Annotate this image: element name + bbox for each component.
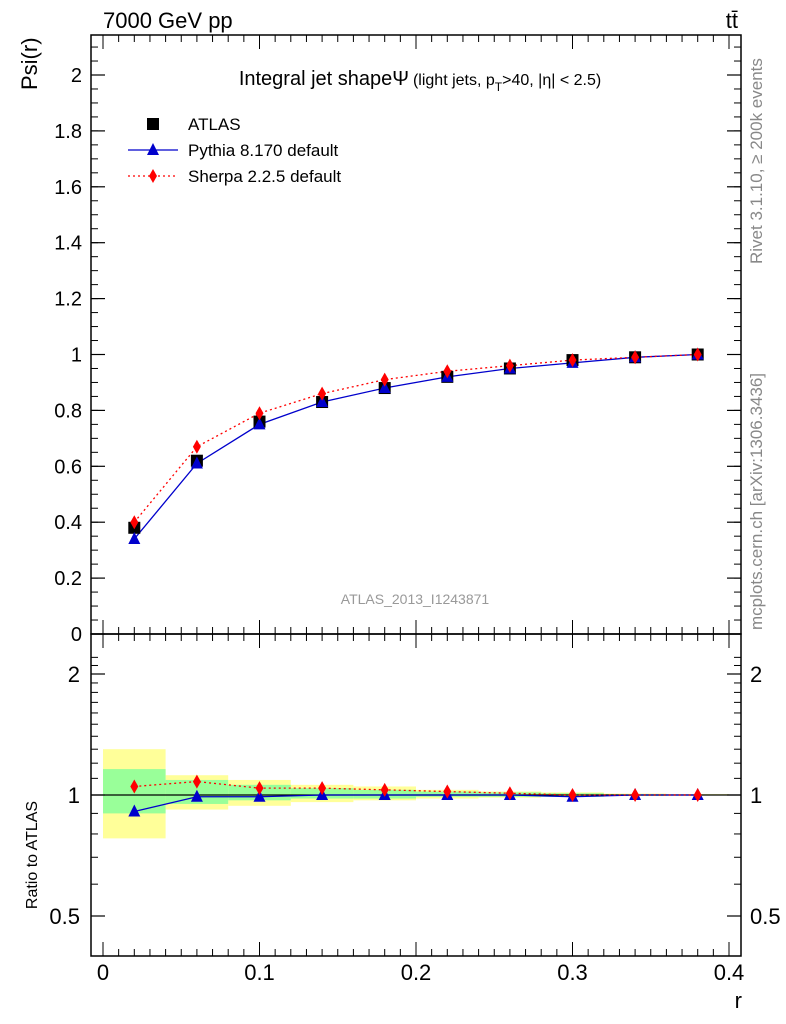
y-tick-label: 0.6 bbox=[54, 456, 82, 478]
ratio-point-triangle bbox=[190, 789, 203, 802]
ratio-line-diamond bbox=[134, 780, 698, 796]
data-point-triangle bbox=[128, 531, 141, 544]
series-line-diamond bbox=[133, 353, 698, 523]
title-symbol: Ψ bbox=[392, 68, 409, 90]
ratio-y-tick-label: 0.5 bbox=[49, 904, 80, 929]
data-point-diamond bbox=[380, 372, 389, 387]
x-tick-label: 0.4 bbox=[714, 960, 745, 985]
main-plot-panel: 0 0.2 0.4 0.6 0.8 1 1.2 1.4 1.6 1.8 2 Integral jet… bbox=[17, 34, 742, 646]
ratio-point-diamond bbox=[318, 781, 327, 796]
ratio-point-diamond bbox=[631, 788, 640, 802]
main-plot-title: Integral jet shapeΨ (light jets, pT>40, |… bbox=[239, 68, 601, 94]
title-sub: T bbox=[495, 80, 503, 94]
title-tail: >40, |η| < 2.5) bbox=[502, 72, 601, 89]
title-main: Integral jet shape bbox=[239, 68, 392, 90]
ratio-point-diamond bbox=[693, 788, 702, 802]
ratio-point-diamond bbox=[130, 779, 139, 794]
legend-marker-diamond bbox=[149, 169, 157, 183]
ratio-y-tick-label: 2 bbox=[68, 662, 80, 687]
rivet-label: Rivet 3.1.10, ≥ 200k events bbox=[747, 58, 766, 264]
y-axis-label: Psi(r) bbox=[17, 37, 42, 90]
data-point-triangle bbox=[378, 381, 391, 394]
watermark: ATLAS_2013_I1243871 bbox=[341, 591, 490, 607]
ratio-y-axis-label: Ratio to ATLAS bbox=[24, 801, 41, 909]
y-tick-label: 1.6 bbox=[54, 177, 82, 199]
x-tick-label: 0.1 bbox=[244, 960, 275, 985]
data-point-diamond bbox=[693, 347, 702, 362]
ratio-point-triangle bbox=[128, 804, 141, 817]
y-tick-label: 1.2 bbox=[54, 289, 82, 311]
data-point-diamond bbox=[505, 358, 514, 373]
y-tick-label: 2 bbox=[71, 65, 82, 87]
process-label: tt̄ bbox=[726, 8, 738, 33]
legend: ATLAS Pythia 8.170 default Sherpa 2.2.5 de… bbox=[128, 115, 341, 186]
data-point-triangle bbox=[316, 395, 329, 408]
ratio-point-diamond bbox=[192, 774, 201, 789]
ratio-point-diamond bbox=[443, 784, 452, 799]
ratio-point-diamond bbox=[380, 782, 389, 797]
y-tick-label: 1.4 bbox=[54, 233, 82, 255]
x-tick-label: 0.2 bbox=[401, 960, 432, 985]
x-axis-label: r bbox=[735, 988, 742, 1013]
x-tick-label: 0.3 bbox=[557, 960, 588, 985]
ratio-point-diamond bbox=[505, 786, 514, 801]
y-tick-label: 0.2 bbox=[54, 568, 82, 590]
ratio-line-triangle bbox=[134, 794, 698, 813]
data-point-diamond bbox=[130, 515, 139, 530]
y-tick-label: 0 bbox=[71, 624, 82, 646]
data-point-triangle bbox=[190, 456, 203, 469]
title-detail: (light jets, p bbox=[413, 72, 495, 89]
data-point-diamond bbox=[631, 350, 640, 365]
ratio-y-tick-label-right: 0.5 bbox=[750, 904, 781, 929]
legend-label: Pythia 8.170 default bbox=[188, 141, 339, 160]
energy-label: 7000 GeV pp bbox=[103, 8, 233, 33]
ratio-y-tick-label-right: 2 bbox=[750, 662, 762, 687]
x-tick-label: 0 bbox=[97, 960, 109, 985]
mcplots-label: mcplots.cern.ch [arXiv:1306.3436] bbox=[747, 373, 766, 630]
legend-label: Sherpa 2.2.5 default bbox=[188, 167, 341, 186]
ratio-point-diamond bbox=[568, 788, 577, 802]
legend-marker-square bbox=[147, 118, 159, 130]
data-point-diamond bbox=[192, 439, 201, 454]
data-point-diamond bbox=[568, 353, 577, 368]
ratio-y-tick-label-right: 1 bbox=[750, 783, 762, 808]
y-tick-label: 0.4 bbox=[54, 512, 82, 534]
legend-marker-triangle bbox=[147, 143, 159, 155]
data-point-diamond bbox=[318, 386, 327, 401]
data-point-diamond bbox=[255, 406, 264, 421]
y-tick-label: 1.8 bbox=[54, 121, 82, 143]
y-tick-label: 0.8 bbox=[54, 400, 82, 422]
ratio-y-tick-label: 1 bbox=[68, 783, 80, 808]
y-tick-label: 1 bbox=[71, 345, 82, 367]
legend-label: ATLAS bbox=[188, 115, 241, 134]
ratio-plot-panel: 0.5 0.5 1 1 2 2 0 0.1 0.2 0.3 0.4 Ratio to ATLAS r bbox=[24, 633, 781, 1013]
series-line-triangle bbox=[133, 353, 698, 540]
data-point-diamond bbox=[443, 364, 452, 379]
data-point-triangle bbox=[253, 417, 266, 430]
ratio-point-triangle bbox=[253, 789, 266, 802]
ratio-point-diamond bbox=[255, 781, 264, 796]
